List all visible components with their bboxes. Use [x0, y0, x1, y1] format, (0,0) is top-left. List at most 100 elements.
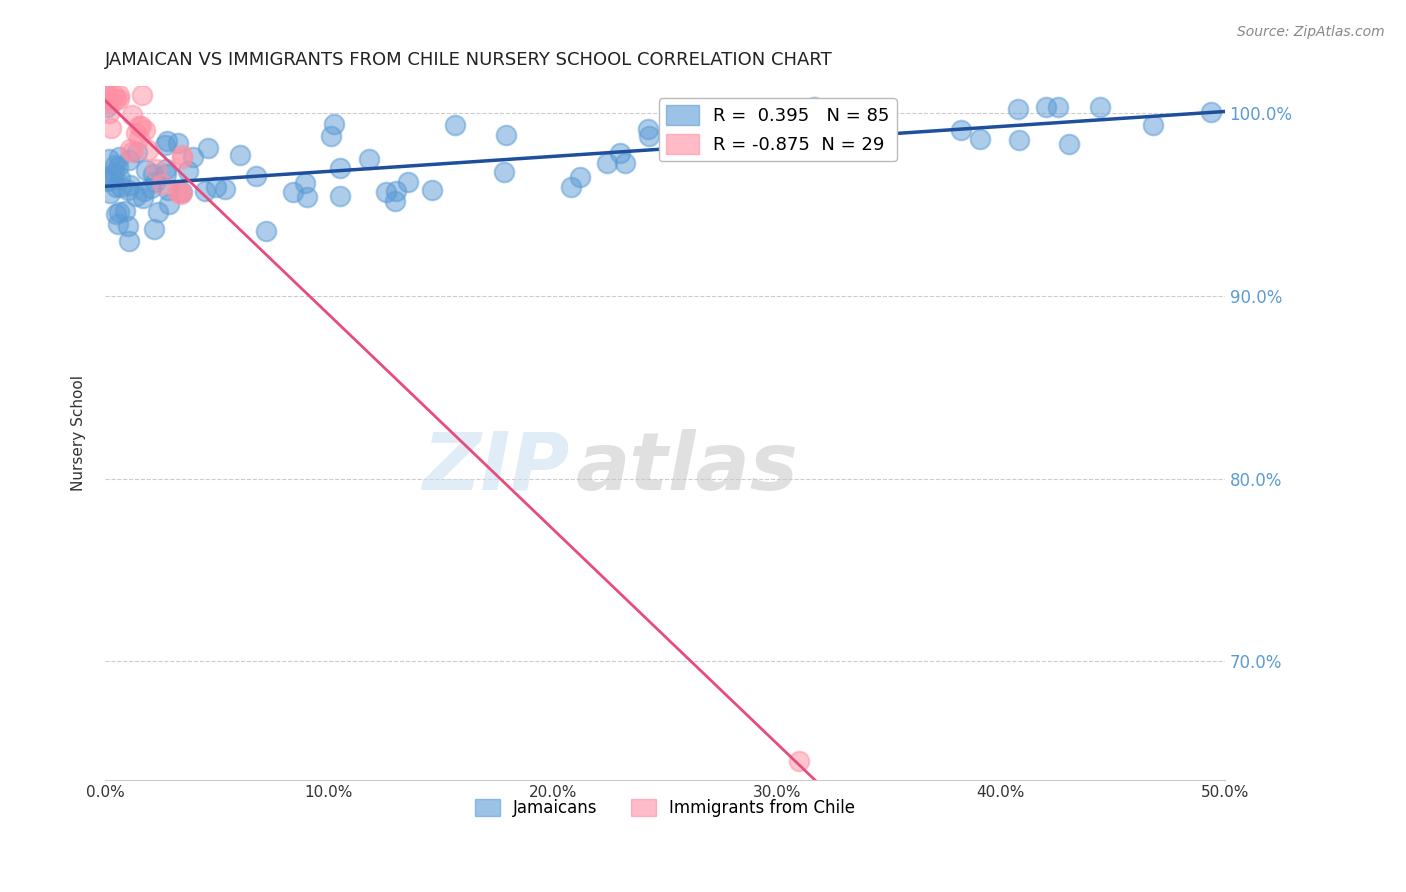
Point	[96, 87, 118, 102]
Point	[98, 186, 121, 200]
Point	[121, 108, 143, 122]
Point	[172, 185, 194, 199]
Point	[177, 164, 200, 178]
Point	[155, 167, 177, 181]
Point	[100, 96, 122, 111]
Point	[1059, 137, 1081, 152]
Point	[101, 169, 124, 183]
Point	[322, 117, 344, 131]
Point	[183, 150, 205, 164]
Point	[167, 185, 190, 199]
Point	[105, 180, 128, 194]
Point	[97, 106, 120, 120]
Point	[245, 169, 267, 183]
Text: atlas: atlas	[575, 429, 799, 507]
Point	[103, 88, 125, 103]
Point	[568, 169, 591, 184]
Point	[294, 176, 316, 190]
Point	[110, 179, 132, 194]
Point	[129, 119, 152, 133]
Point	[139, 180, 162, 194]
Point	[96, 100, 118, 114]
Point	[969, 132, 991, 146]
Legend: Jamaicans, Immigrants from Chile: Jamaicans, Immigrants from Chile	[468, 793, 862, 824]
Point	[384, 194, 406, 208]
Point	[613, 155, 636, 169]
Point	[803, 100, 825, 114]
Point	[495, 128, 517, 142]
Point	[170, 151, 193, 165]
Point	[107, 150, 129, 164]
Point	[145, 162, 167, 177]
Point	[167, 136, 190, 150]
Point	[396, 175, 419, 189]
Point	[205, 179, 228, 194]
Point	[560, 180, 582, 194]
Point	[1007, 102, 1029, 116]
Point	[142, 167, 165, 181]
Point	[156, 184, 179, 198]
Point	[132, 185, 155, 199]
Point	[665, 120, 688, 135]
Point	[132, 191, 155, 205]
Point	[125, 126, 148, 140]
Point	[128, 120, 150, 134]
Point	[638, 128, 661, 143]
Point	[494, 164, 516, 178]
Point	[124, 188, 146, 202]
Point	[949, 123, 972, 137]
Point	[105, 92, 128, 106]
Point	[1088, 100, 1111, 114]
Point	[329, 189, 352, 203]
Point	[254, 224, 277, 238]
Point	[374, 185, 396, 199]
Point	[155, 137, 177, 152]
Point	[143, 221, 166, 235]
Text: JAMAICAN VS IMMIGRANTS FROM CHILE NURSERY SCHOOL CORRELATION CHART: JAMAICAN VS IMMIGRANTS FROM CHILE NURSER…	[105, 51, 832, 69]
Point	[97, 174, 120, 188]
Point	[609, 145, 631, 160]
Point	[107, 160, 129, 174]
Point	[359, 153, 381, 167]
Point	[107, 217, 129, 231]
Point	[128, 131, 150, 145]
Point	[108, 171, 131, 186]
Point	[329, 161, 352, 175]
Point	[134, 123, 156, 137]
Point	[170, 185, 193, 199]
Point	[118, 234, 141, 248]
Point	[121, 145, 143, 160]
Point	[108, 87, 131, 102]
Point	[103, 166, 125, 180]
Point	[422, 183, 444, 197]
Point	[1142, 118, 1164, 132]
Point	[117, 183, 139, 197]
Point	[120, 178, 142, 192]
Point	[1035, 100, 1057, 114]
Point	[321, 129, 343, 144]
Point	[875, 132, 897, 146]
Point	[172, 148, 194, 162]
Point	[170, 186, 193, 201]
Point	[104, 158, 127, 172]
Point	[135, 162, 157, 177]
Text: Source: ZipAtlas.com: Source: ZipAtlas.com	[1237, 25, 1385, 39]
Point	[156, 134, 179, 148]
Point	[1046, 100, 1069, 114]
Point	[157, 196, 180, 211]
Point	[1199, 104, 1222, 119]
Point	[444, 118, 467, 132]
Point	[107, 205, 129, 219]
Point	[100, 121, 122, 136]
Point	[384, 184, 406, 198]
Point	[114, 203, 136, 218]
Point	[120, 142, 142, 156]
Text: ZIP: ZIP	[422, 429, 569, 507]
Point	[96, 173, 118, 187]
Point	[214, 182, 236, 196]
Point	[108, 92, 131, 106]
Point	[637, 122, 659, 136]
Point	[96, 87, 118, 102]
Point	[105, 207, 128, 221]
Point	[125, 145, 148, 159]
